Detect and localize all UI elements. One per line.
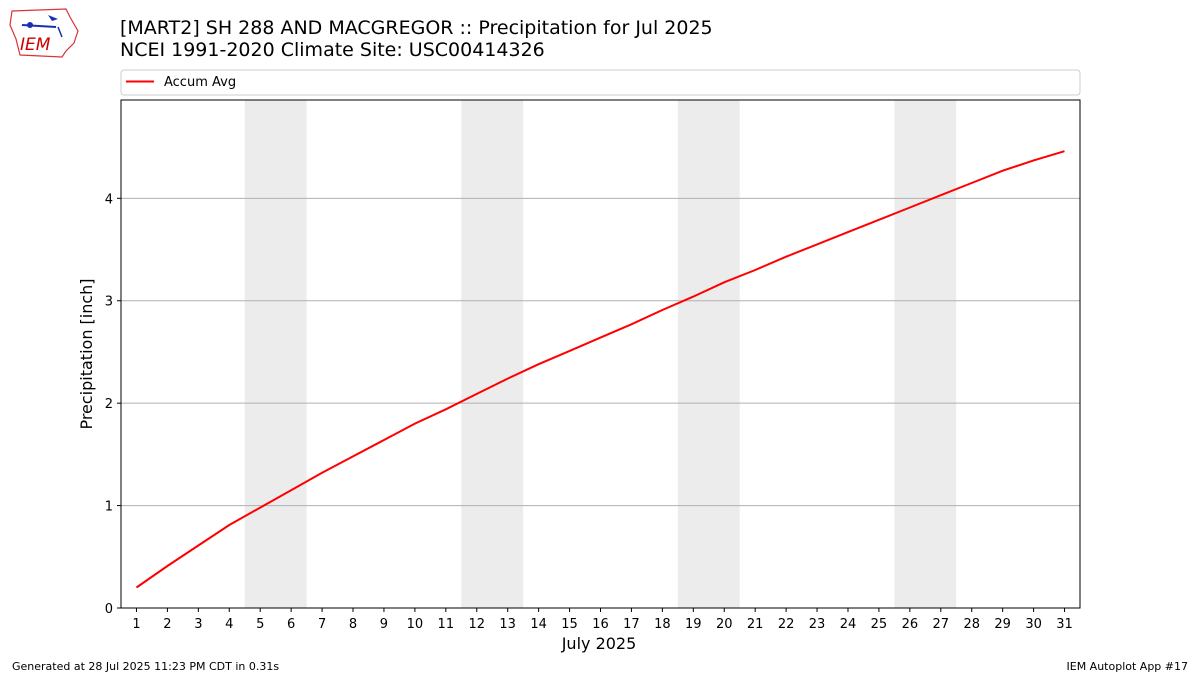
x-tick-label: 8 xyxy=(349,617,357,632)
series-line-accum-avg xyxy=(135,150,1065,589)
legend-label: Accum Avg xyxy=(164,75,236,90)
x-tick-label: 15 xyxy=(561,617,578,632)
x-tick-label: 21 xyxy=(747,617,764,632)
x-tick-label: 18 xyxy=(654,617,671,632)
x-tick-label: 30 xyxy=(1025,617,1042,632)
x-tick-label: 13 xyxy=(499,617,516,632)
chart-title-line2: NCEI 1991-2020 Climate Site: USC00414326 xyxy=(120,39,545,61)
y-tick-label: 3 xyxy=(105,295,113,310)
x-tick-label: 3 xyxy=(194,617,202,632)
x-tick-label: 25 xyxy=(871,617,888,632)
x-tick-label: 4 xyxy=(225,617,233,632)
weekend-band xyxy=(244,100,307,608)
x-tick-label: 22 xyxy=(778,617,795,632)
x-tick-label: 19 xyxy=(685,617,702,632)
generated-timestamp: Generated at 28 Jul 2025 11:23 PM CDT in… xyxy=(12,660,280,673)
y-tick-label: 4 xyxy=(105,192,113,207)
x-tick-label: 6 xyxy=(287,617,295,632)
y-tick-label: 0 xyxy=(105,602,113,617)
iem-logo: IEM xyxy=(8,5,80,59)
x-tick-label: 26 xyxy=(902,617,919,632)
y-tick-label: 2 xyxy=(105,397,113,412)
chart-title-line1: [MART2] SH 288 AND MACGREGOR :: Precipit… xyxy=(120,17,713,39)
x-tick-label: 20 xyxy=(716,617,733,632)
x-tick-label: 2 xyxy=(163,617,171,632)
x-tick-label: 12 xyxy=(468,617,485,632)
x-tick-label: 9 xyxy=(380,617,388,632)
x-tick-label: 27 xyxy=(933,617,950,632)
x-tick-label: 24 xyxy=(840,617,857,632)
app-credit: IEM Autoplot App #17 xyxy=(1066,660,1189,673)
weekend-band xyxy=(894,100,957,608)
x-tick-label: 16 xyxy=(592,617,609,632)
x-tick-label: 23 xyxy=(809,617,826,632)
x-axis-label: July 2025 xyxy=(561,634,637,653)
x-tick-label: 31 xyxy=(1056,617,1073,632)
x-tick-label: 17 xyxy=(623,617,640,632)
weekend-band xyxy=(461,100,524,608)
x-tick-label: 28 xyxy=(963,617,980,632)
x-tick-label: 11 xyxy=(438,617,455,632)
legend-box xyxy=(120,69,1081,96)
logo-text: IEM xyxy=(20,35,51,55)
x-tick-label: 5 xyxy=(256,617,264,632)
y-axis-label: Precipitation [inch] xyxy=(77,278,96,429)
x-tick-label: 1 xyxy=(132,617,140,632)
weekend-band xyxy=(677,100,740,608)
x-tick-label: 7 xyxy=(318,617,326,632)
x-tick-label: 29 xyxy=(994,617,1011,632)
x-tick-label: 10 xyxy=(407,617,424,632)
y-tick-label: 1 xyxy=(105,500,113,515)
x-tick-label: 14 xyxy=(530,617,547,632)
